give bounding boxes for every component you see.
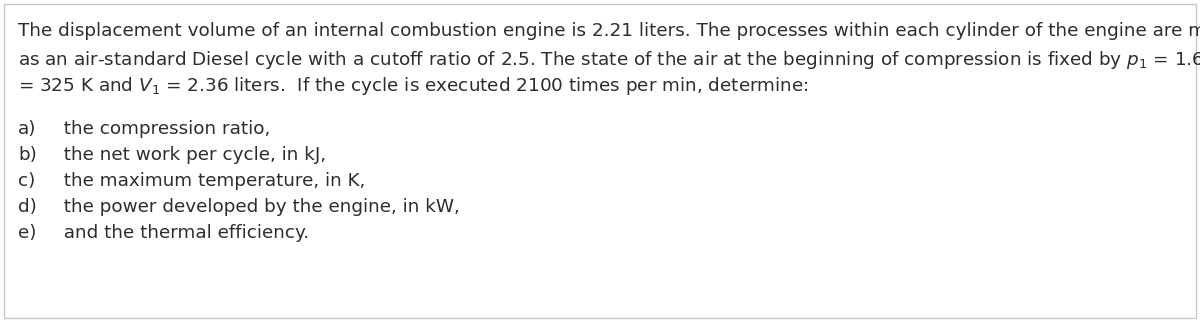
Text: the power developed by the engine, in kW,: the power developed by the engine, in kW… xyxy=(52,197,460,215)
Text: the net work per cycle, in kJ,: the net work per cycle, in kJ, xyxy=(52,146,326,164)
Text: d): d) xyxy=(18,197,37,215)
Text: The displacement volume of an internal combustion engine is 2.21 liters. The pro: The displacement volume of an internal c… xyxy=(18,22,1200,40)
Text: the compression ratio,: the compression ratio, xyxy=(52,119,270,137)
Text: the maximum temperature, in K,: the maximum temperature, in K, xyxy=(52,172,365,190)
Text: c): c) xyxy=(18,172,35,190)
Text: a): a) xyxy=(18,119,36,137)
Text: = 325 K and $V_1$ = 2.36 liters.  If the cycle is executed 2100 times per min, d: = 325 K and $V_1$ = 2.36 liters. If the … xyxy=(18,75,809,97)
Text: as an air-standard Diesel cycle with a cutoff ratio of 2.5. The state of the air: as an air-standard Diesel cycle with a c… xyxy=(18,49,1200,71)
Text: and the thermal efficiency.: and the thermal efficiency. xyxy=(52,223,310,242)
Text: b): b) xyxy=(18,146,37,164)
Text: e): e) xyxy=(18,223,36,242)
